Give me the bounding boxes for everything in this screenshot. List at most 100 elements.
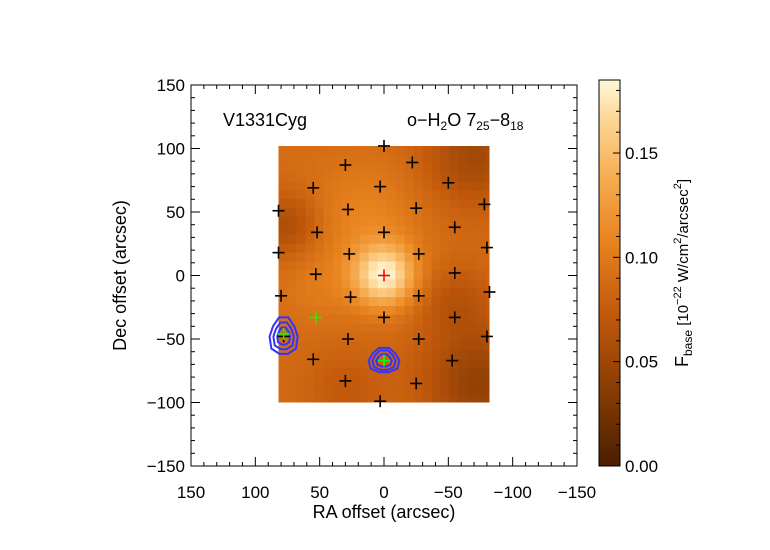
heatmap-cell [386, 314, 397, 325]
spaxel-marker [339, 374, 352, 387]
heatmap-cell [314, 385, 325, 396]
x-tick-label: 50 [310, 483, 329, 502]
heatmap-cell [314, 208, 325, 218]
heatmap-cell [395, 217, 406, 227]
heatmap-cell [386, 341, 397, 352]
heatmap-cell [449, 163, 460, 174]
heatmap-cell [485, 225, 490, 236]
heatmap-cell [404, 350, 415, 360]
heatmap-cell [278, 225, 289, 236]
heatmap-cell [341, 368, 352, 378]
heatmap-cell [359, 368, 370, 378]
heatmap-cell [332, 385, 343, 396]
heatmap-cell [467, 359, 478, 369]
contour-line [268, 316, 299, 355]
heatmap-cell [350, 208, 361, 218]
heatmap-cell [458, 163, 469, 174]
cb-title-unit1: W/cm [675, 244, 692, 287]
heatmap-cell [413, 305, 424, 316]
heatmap-cell [377, 279, 388, 289]
heatmap-cell [404, 190, 415, 200]
heatmap-cell [413, 270, 424, 280]
heatmap-cell [359, 270, 370, 280]
heatmap-cell [422, 190, 433, 200]
heatmap-cell [485, 252, 490, 263]
heatmap-cell [431, 323, 442, 334]
heatmap-cell [341, 225, 352, 236]
heatmap-cell [431, 199, 442, 209]
heatmap-cell [323, 279, 334, 289]
heatmap-cell [458, 270, 469, 280]
heatmap-cell [359, 394, 370, 403]
heatmap-cell [476, 243, 487, 254]
heatmap-cell [305, 190, 316, 200]
heatmap-cell [485, 341, 490, 352]
heatmap-cell [278, 288, 289, 298]
heatmap-cell [305, 394, 316, 403]
heatmap-cell [404, 208, 415, 218]
heatmap-cell [476, 145, 487, 156]
heatmap-cell [296, 199, 307, 209]
heatmap-cell [278, 350, 289, 360]
heatmap-cell [413, 350, 424, 360]
heatmap-cell [422, 359, 433, 369]
heatmap-cell [314, 341, 325, 352]
heatmap-cell [305, 305, 316, 316]
heatmap-cell [422, 172, 433, 183]
heatmap-cell [296, 261, 307, 272]
heatmap-cell [440, 234, 451, 245]
heatmap-cell [431, 385, 442, 396]
heatmap-cell [467, 394, 478, 403]
heatmap-cell [287, 190, 298, 200]
x-tick-label: −100 [494, 483, 532, 502]
heatmap-cell [350, 172, 361, 183]
heatmap-cell [422, 234, 433, 245]
heatmap-cell [350, 261, 361, 272]
heatmap-cell [296, 323, 307, 334]
heatmap-cell [404, 261, 415, 272]
x-axis-title: RA offset (arcsec) [313, 502, 456, 522]
heatmap-cell [395, 341, 406, 352]
heatmap-cell [332, 270, 343, 280]
heatmap-cell [386, 217, 397, 227]
heatmap-cell [350, 385, 361, 396]
heatmap-cell [449, 359, 460, 369]
heatmap-cell [395, 305, 406, 316]
heatmap-cell [314, 350, 325, 360]
heatmap-cell [368, 377, 379, 387]
heatmap-cell [350, 297, 361, 307]
heatmap-cell [476, 394, 487, 403]
heatmap-cell [305, 385, 316, 396]
heatmap-cell [377, 208, 388, 218]
heatmap-cell [404, 359, 415, 369]
heatmap-cell [395, 297, 406, 307]
heatmap-cell [350, 270, 361, 280]
heatmap-cell [359, 225, 370, 236]
heatmap-cell [359, 305, 370, 316]
heatmap-cell [458, 305, 469, 316]
heatmap-cell [404, 305, 415, 316]
contour-line [276, 326, 292, 346]
heatmap-cell [404, 145, 415, 156]
heatmap-cell [350, 394, 361, 403]
colorbar-tick-label: 0.10 [625, 248, 658, 267]
spaxel-marker [374, 180, 387, 193]
heatmap-cell [368, 163, 379, 174]
heatmap-cell [422, 385, 433, 396]
heatmap-cell [332, 279, 343, 289]
spaxel-marker-green [378, 354, 390, 367]
heatmap-cell [296, 154, 307, 165]
spaxel-markers [272, 139, 496, 408]
heatmap-cell [449, 332, 460, 343]
colorbar-tick-label: 0.00 [625, 457, 658, 476]
y-tick-label: 150 [157, 76, 185, 95]
heatmap-cell [278, 163, 289, 174]
heatmap-cell [368, 252, 379, 263]
heatmap-cell [332, 288, 343, 298]
heatmap-cell [404, 341, 415, 352]
heatmap-cell [341, 359, 352, 369]
heatmap-cell [305, 154, 316, 165]
heatmap-cell [377, 243, 388, 254]
heatmap-cell [368, 243, 379, 254]
heatmap-cell [332, 145, 343, 156]
